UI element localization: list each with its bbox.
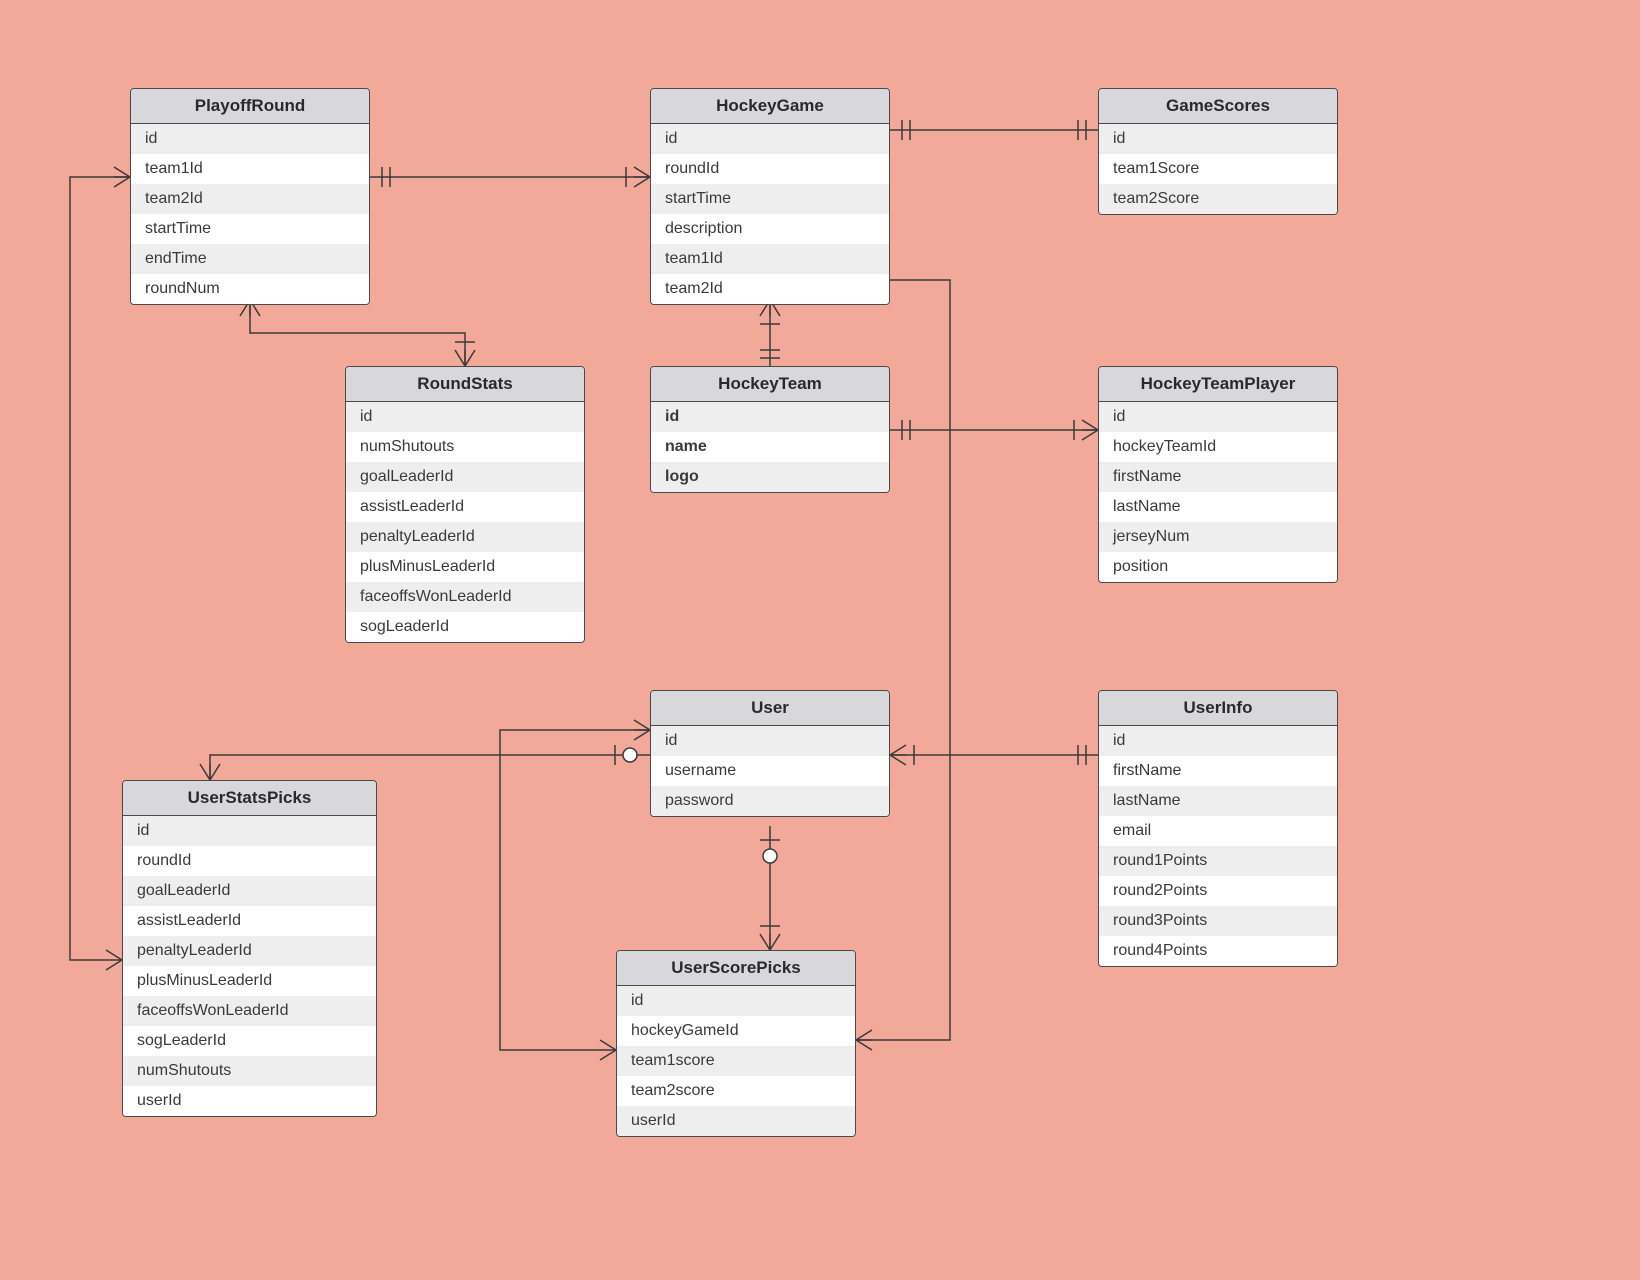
entity-field: name [651,432,889,462]
entity-field: id [651,726,889,756]
entity-field: id [617,986,855,1016]
entity-field: team2Score [1099,184,1337,214]
entity-field: team2Id [651,274,889,304]
entity-field: round2Points [1099,876,1337,906]
entity-field: plusMinusLeaderId [346,552,584,582]
entity-field: goalLeaderId [123,876,376,906]
entity-field: sogLeaderId [346,612,584,642]
entity-field: firstName [1099,462,1337,492]
entity-field: team1Score [1099,154,1337,184]
entity-header: RoundStats [346,367,584,402]
entity-field: id [1099,402,1337,432]
edge-userstatspicks-playoffround [70,167,130,970]
entity-field: sogLeaderId [123,1026,376,1056]
edge-hockeyteam-hockeyteamplayer [890,420,1098,440]
entity-field: id [651,402,889,432]
entity-field: penaltyLeaderId [123,936,376,966]
entity-field: id [651,124,889,154]
entity-field: penaltyLeaderId [346,522,584,552]
entity-hockeygame: HockeyGameidroundIdstartTimedescriptiont… [650,88,890,305]
entity-field: roundNum [131,274,369,304]
entity-header: HockeyTeamPlayer [1099,367,1337,402]
entity-hockeyteam: HockeyTeamidnamelogo [650,366,890,493]
edge-playoffround-roundstats [240,300,475,366]
entity-header: HockeyGame [651,89,889,124]
entity-field: team1Id [131,154,369,184]
entity-playoffround: PlayoffRoundidteam1Idteam2IdstartTimeend… [130,88,370,305]
entity-header: User [651,691,889,726]
entity-field: description [651,214,889,244]
entity-field: plusMinusLeaderId [123,966,376,996]
entity-header: UserStatsPicks [123,781,376,816]
entity-field: startTime [651,184,889,214]
entity-field: password [651,786,889,816]
entity-field: firstName [1099,756,1337,786]
entity-field: lastName [1099,786,1337,816]
entity-gamescores: GameScoresidteam1Scoreteam2Score [1098,88,1338,215]
entity-header: GameScores [1099,89,1337,124]
edge-hockeygame-gamescores [890,120,1098,140]
entity-field: endTime [131,244,369,274]
entity-header: PlayoffRound [131,89,369,124]
entity-field: id [1099,726,1337,756]
entity-field: team2Id [131,184,369,214]
entity-field: roundId [651,154,889,184]
entity-field: numShutouts [346,432,584,462]
entity-field: assistLeaderId [346,492,584,522]
entity-field: id [123,816,376,846]
entity-field: position [1099,552,1337,582]
entity-userinfo: UserInfoidfirstNamelastNameemailround1Po… [1098,690,1338,967]
entity-field: round3Points [1099,906,1337,936]
entity-header: UserInfo [1099,691,1337,726]
entity-userscorepicks: UserScorePicksidhockeyGameIdteam1scorete… [616,950,856,1137]
entity-user: Useridusernamepassword [650,690,890,817]
entity-field: team2score [617,1076,855,1106]
entity-field: team1Id [651,244,889,274]
entity-field: startTime [131,214,369,244]
entity-header: HockeyTeam [651,367,889,402]
entity-field: id [346,402,584,432]
entity-field: userId [123,1086,376,1116]
entity-field: userId [617,1106,855,1136]
entity-field: faceoffsWonLeaderId [123,996,376,1026]
entity-userstatspicks: UserStatsPicksidroundIdgoalLeaderIdassis… [122,780,377,1117]
edge-user-userscorepicks [760,826,780,950]
entity-field: email [1099,816,1337,846]
edge-playoffround-hockeygame [370,167,650,187]
entity-field: team1score [617,1046,855,1076]
entity-field: logo [651,462,889,492]
entity-field: username [651,756,889,786]
entity-field: jerseyNum [1099,522,1337,552]
entity-field: id [131,124,369,154]
entity-field: numShutouts [123,1056,376,1086]
entity-field: assistLeaderId [123,906,376,936]
entity-field: id [1099,124,1337,154]
entity-roundstats: RoundStatsidnumShutoutsgoalLeaderIdassis… [345,366,585,643]
edge-hockeygame-hockeyteam [760,300,780,366]
entity-field: hockeyGameId [617,1016,855,1046]
entity-hockeyteamplayer: HockeyTeamPlayeridhockeyTeamIdfirstNamel… [1098,366,1338,583]
entity-field: goalLeaderId [346,462,584,492]
edge-user-userstatspicks [200,745,650,780]
edge-user-userinfo [890,745,1098,765]
entity-header: UserScorePicks [617,951,855,986]
entity-field: round1Points [1099,846,1337,876]
entity-field: roundId [123,846,376,876]
entity-field: lastName [1099,492,1337,522]
entity-field: hockeyTeamId [1099,432,1337,462]
entity-field: faceoffsWonLeaderId [346,582,584,612]
entity-field: round4Points [1099,936,1337,966]
